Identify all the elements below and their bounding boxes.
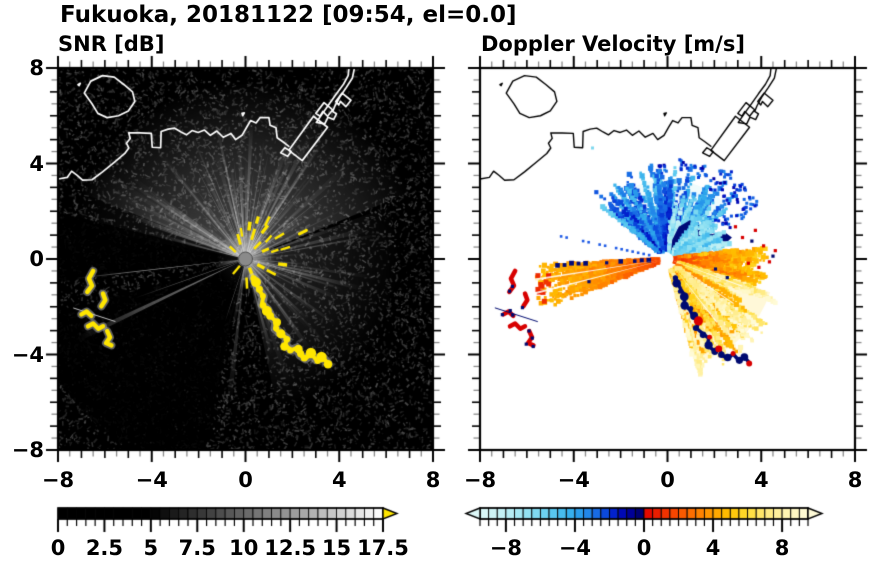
- y-tick-label: 8: [29, 56, 44, 80]
- figure-title: Fukuoka, 20181122 [09:54, el=0.0]: [60, 2, 517, 28]
- y-tick-label: 0: [29, 247, 44, 271]
- snr-colorbar-label: 10: [229, 536, 259, 560]
- x-tick-label: −4: [135, 468, 168, 492]
- snr-colorbar-label: 2.5: [85, 536, 124, 560]
- velocity-colorbar-label: −8: [489, 536, 522, 560]
- velocity-colorbar-label: 8: [774, 536, 790, 560]
- x-tick-label: −8: [463, 468, 497, 492]
- snr-colorbar-label: 17.5: [357, 536, 409, 560]
- velocity-colorbar-label: 0: [636, 536, 652, 560]
- x-tick-label: −8: [41, 468, 75, 492]
- snr-colorbar-label: 7.5: [178, 536, 216, 560]
- x-tick-label: −4: [557, 468, 590, 492]
- x-tick-label: 8: [425, 468, 441, 492]
- x-tick-label: 0: [660, 468, 675, 492]
- snr-colorbar-label: 15: [321, 536, 352, 560]
- y-tick-label: −8: [11, 438, 44, 462]
- x-tick-label: 0: [238, 468, 253, 492]
- snr-colorbar-label: 5: [143, 536, 159, 560]
- snr-colorbar-label: 0: [50, 536, 66, 560]
- y-tick-label: 4: [29, 151, 44, 176]
- x-tick-label: 4: [331, 468, 347, 492]
- velocity-colorbar-label: 4: [705, 536, 721, 560]
- snr-panel-title: SNR [dB]: [58, 32, 165, 56]
- velocity-panel-title: Doppler Velocity [m/s]: [481, 32, 745, 56]
- snr-colorbar-label: 12.5: [264, 536, 317, 560]
- x-tick-label: 8: [847, 468, 863, 492]
- y-tick-label: −4: [11, 342, 44, 367]
- x-tick-label: 4: [753, 468, 769, 492]
- velocity-colorbar-label: −4: [558, 536, 592, 560]
